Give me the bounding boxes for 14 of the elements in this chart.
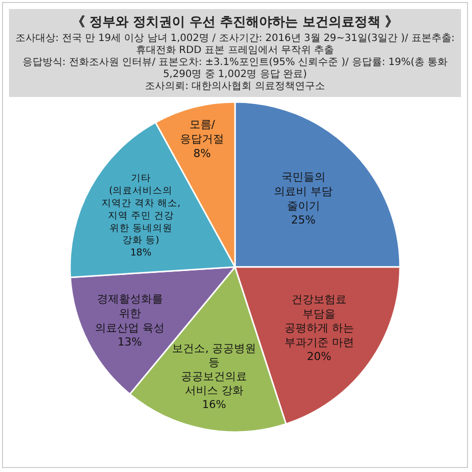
data-label: 25% [291, 214, 316, 227]
chart-title: 《 정부와 정치권이 우선 추진해야하는 보건의료정책 》 [70, 14, 400, 31]
slice-label: 보건소, 공공병원 등 공공보건의료 서비스 강화 [172, 342, 256, 397]
data-label: 8% [193, 146, 211, 160]
chart-subtitle: 조사대상: 전국 만 19세 이상 남녀 1,002명 / 조사기간: 2016년 3월 29~31일(3일간 )/ 표본추출: 휴대전화 RDD 표본 프레임에서 무작위 추출 응답방식: 전화조사원 인터뷰/ 표본오차: ±3.1%포인트(95% 신뢰수준 )/ 응답률: 19%(총 통화 5,290명 중 1,002명 응답 완료) 조사의뢰: 대한의사협회 의료정책연구소 [14, 33, 456, 93]
data-label: 18% [130, 248, 152, 259]
slice-label: 기타 (의료서비스의 지역간 격차 해소, 지역 주민 건강 위한 동네의원 강화 등) [101, 172, 180, 246]
slice-label: 국민들의 의료비 부담 줄이기 [274, 170, 333, 212]
slice-label: 건강보험료 부담을 공평하게 하는 부과기준 마련 [284, 292, 354, 349]
slice-label: 경제활성화를 위한 의료산업 육성 [95, 292, 165, 334]
slice-label: 모름/ 응답거절 [180, 118, 224, 146]
data-label: 20% [306, 350, 332, 364]
data-label: 16% [202, 398, 226, 411]
data-label: 13% [118, 336, 142, 349]
